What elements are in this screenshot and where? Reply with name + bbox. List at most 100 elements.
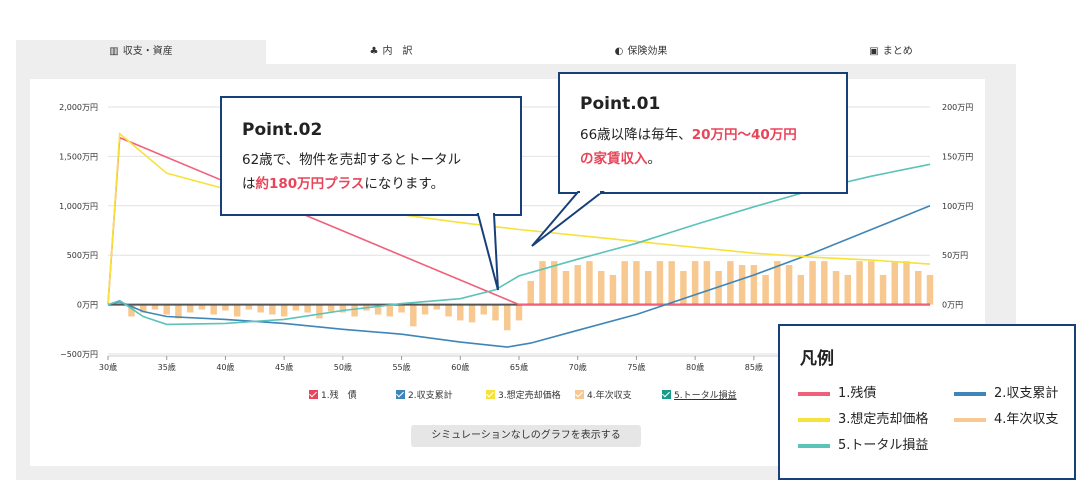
annual-income-bar xyxy=(351,304,358,317)
checkbox-icon xyxy=(662,390,671,399)
tab-bar: ▥ 収支・資産 ♣ 内 訳 ◐ 保険効果 ▣ まとめ xyxy=(16,40,1016,64)
annual-income-bar xyxy=(527,280,534,305)
annual-income-bar xyxy=(492,304,499,321)
annual-income-bar xyxy=(856,261,863,305)
annual-income-bar xyxy=(574,265,581,305)
y-left-tick-label: −500万円 xyxy=(60,350,98,359)
toggle-total[interactable]: 5.トータル損益 xyxy=(662,388,737,401)
x-tick-label: 40歳 xyxy=(216,362,234,372)
checkbox-icon xyxy=(309,390,318,399)
x-tick-label: 30歳 xyxy=(99,362,117,372)
annual-income-bar xyxy=(680,271,687,305)
annual-income-bar xyxy=(903,261,910,305)
tab-summary[interactable]: ▣ まとめ xyxy=(869,46,913,57)
legend-item-nenji: 4.年次収支 xyxy=(954,408,1058,427)
y-right-tick-label: 100万円 xyxy=(942,202,973,211)
annual-income-bar xyxy=(198,304,206,310)
x-tick-label: 35歳 xyxy=(158,362,176,372)
total-profit-line xyxy=(107,163,931,326)
annual-income-bar xyxy=(280,304,288,317)
annual-income-bar xyxy=(879,274,887,305)
x-tick-label: 60歳 xyxy=(451,362,469,372)
tab-income-assets[interactable]: ▥ 収支・資産 xyxy=(16,40,266,64)
y-right-tick-label: 150万円 xyxy=(942,152,973,161)
legend-item-zandai: 1.残債 xyxy=(798,382,876,401)
annual-income-bar xyxy=(421,304,429,315)
legend-swatch xyxy=(798,391,830,396)
annual-income-bar xyxy=(433,304,441,310)
annual-income-bar xyxy=(644,271,652,305)
y-left-tick-label: 2,000万円 xyxy=(59,103,98,112)
annual-income-bar xyxy=(339,304,347,313)
legend-title: 凡例 xyxy=(800,349,834,369)
annual-income-bar xyxy=(175,304,182,319)
annual-income-bar xyxy=(504,304,511,331)
summary-icon: ▣ xyxy=(869,46,879,57)
annual-income-bar xyxy=(785,265,793,305)
legend-box: 凡例 1.残債 2.収支累計 3.想定売却価格 4.年次収支 5.トータル損益 xyxy=(778,324,1076,480)
annual-income-bar xyxy=(139,304,147,313)
annual-income-bar xyxy=(233,304,241,317)
tab-insurance[interactable]: ◐ 保険効果 xyxy=(614,46,668,57)
toggle-nenji[interactable]: 4.年次収支 xyxy=(575,388,632,401)
annual-income-bar xyxy=(292,304,300,311)
toggle-shushi[interactable]: 2.収支累計 xyxy=(396,388,453,401)
annual-income-bar xyxy=(926,274,934,305)
annual-income-bar xyxy=(868,261,875,305)
annual-income-bar xyxy=(821,261,828,305)
legend-swatch xyxy=(954,391,986,396)
annual-income-bar xyxy=(762,274,769,305)
point02-text: 62歳で、物件を売却するとトータル は約180万円プラスになります。 xyxy=(242,152,462,192)
annual-income-bar xyxy=(163,304,170,315)
x-tick-label: 85歳 xyxy=(745,362,763,372)
legend-item-shushi: 2.収支累計 xyxy=(954,382,1058,401)
annual-income-bar xyxy=(550,261,558,305)
annual-income-bar xyxy=(327,304,335,312)
y-left-tick-label: 500万円 xyxy=(67,251,98,260)
point02-callout: Point.02 62歳で、物件を売却するとトータル は約180万円プラスになり… xyxy=(220,96,522,216)
x-tick-label: 80歳 xyxy=(686,362,704,372)
checkbox-icon xyxy=(486,390,495,399)
annual-income-bar xyxy=(468,304,476,323)
point02-title: Point.02 xyxy=(242,120,323,140)
x-tick-label: 75歳 xyxy=(627,362,645,372)
annual-income-bar xyxy=(515,304,523,321)
y-right-tick-label: 50万円 xyxy=(942,251,968,260)
annual-income-bar xyxy=(445,304,452,317)
annual-income-bar xyxy=(844,274,852,305)
legend-item-total: 5.トータル損益 xyxy=(798,434,928,453)
annual-income-bar xyxy=(633,261,640,305)
annual-income-bar xyxy=(656,261,664,305)
annual-income-bar xyxy=(374,304,382,315)
annual-income-bar xyxy=(151,304,159,310)
point01-text: 66歳以降は毎年、20万円〜40万円 の家賃収入。 xyxy=(580,127,797,167)
tab-breakdown[interactable]: ♣ 内 訳 xyxy=(369,46,413,57)
annual-income-bar xyxy=(186,304,194,313)
annual-income-bar xyxy=(316,304,323,319)
annual-income-bar xyxy=(128,304,135,317)
annual-income-bar xyxy=(668,261,675,305)
x-tick-label: 70歳 xyxy=(569,362,587,372)
x-tick-label: 50歳 xyxy=(334,362,352,372)
y-left-tick-label: 0万円 xyxy=(77,301,98,310)
show-no-sim-graph-button[interactable]: シミュレーションなしのグラフを表示する xyxy=(411,425,641,447)
annual-income-bar xyxy=(621,261,628,305)
toggle-baikyaku[interactable]: 3.想定売却価格 xyxy=(486,388,561,401)
annual-income-bar xyxy=(539,261,546,305)
legend-swatch xyxy=(798,443,830,448)
checkbox-icon xyxy=(396,390,405,399)
annual-income-bar xyxy=(269,304,276,315)
x-tick-label: 45歳 xyxy=(275,362,293,372)
annual-income-bar xyxy=(915,271,922,305)
annual-income-bar xyxy=(738,265,746,305)
y-right-tick-label: 200万円 xyxy=(942,103,973,112)
annual-income-bar xyxy=(691,261,699,305)
legend-item-baikyaku: 3.想定売却価格 xyxy=(798,408,928,427)
annual-income-bar xyxy=(257,304,264,313)
checkbox-icon xyxy=(575,390,584,399)
toggle-zandai[interactable]: 1.残 債 xyxy=(309,388,357,401)
annual-income-bar xyxy=(597,271,605,305)
annual-income-bar xyxy=(715,271,722,305)
annual-income-bar xyxy=(797,274,805,305)
x-tick-label: 55歳 xyxy=(392,362,410,372)
